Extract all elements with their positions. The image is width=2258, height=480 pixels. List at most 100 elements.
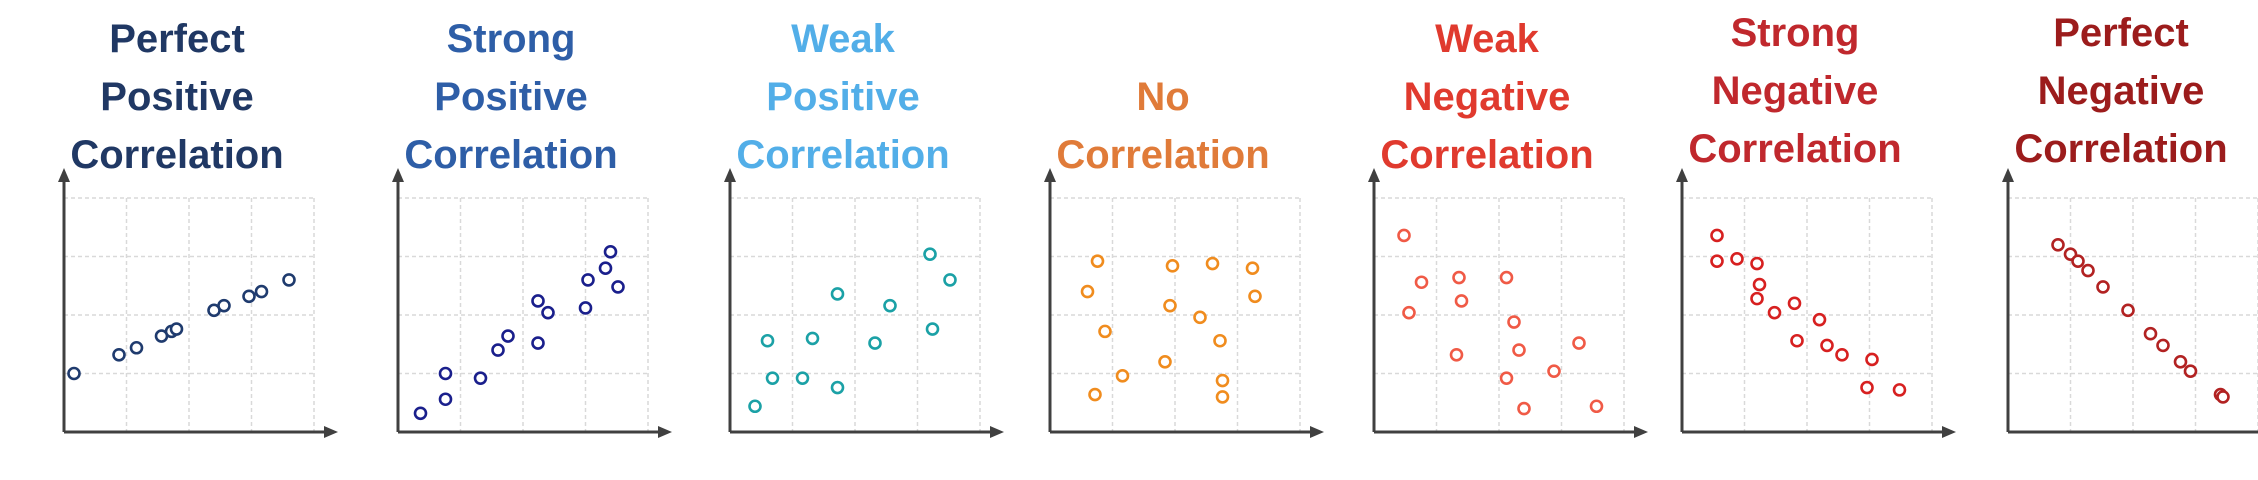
data-point xyxy=(1835,347,1849,362)
chart-panel: No Correlation xyxy=(1008,0,1324,480)
data-point xyxy=(1547,364,1561,378)
data-point xyxy=(541,305,555,320)
data-point xyxy=(1215,390,1230,404)
chart-title-line: Negative xyxy=(2037,69,2205,113)
data-point xyxy=(1215,373,1230,388)
data-point xyxy=(578,301,593,315)
scatter-plot xyxy=(58,168,338,438)
data-point xyxy=(1710,254,1724,268)
chart-title-line: Correlation xyxy=(2014,127,2228,171)
chart-title-line: Weak xyxy=(791,17,895,61)
x-axis-arrow-icon xyxy=(658,426,672,438)
data-point xyxy=(923,247,937,261)
data-point xyxy=(1088,387,1102,402)
chart-title-line: Correlation xyxy=(404,133,618,177)
data-point xyxy=(169,322,184,336)
chart-panel: Perfect Negative Correlation xyxy=(1966,0,2258,480)
data-point xyxy=(282,273,296,287)
data-point xyxy=(1865,352,1879,367)
data-point xyxy=(805,331,820,346)
chart-title: Perfect Positive Correlation xyxy=(22,10,332,184)
data-point xyxy=(2071,254,2085,268)
chart-title: Strong Positive Correlation xyxy=(356,10,666,184)
data-point xyxy=(1860,380,1874,395)
data-point xyxy=(1452,270,1466,285)
data-point xyxy=(1165,259,1180,273)
data-point xyxy=(2156,338,2170,353)
data-point xyxy=(438,366,453,381)
y-axis-arrow-icon xyxy=(1676,168,1688,182)
data-point xyxy=(830,380,845,395)
data-point xyxy=(112,347,126,362)
data-point xyxy=(1080,284,1095,299)
chart-title: Weak Positive Correlation xyxy=(688,10,998,184)
data-point xyxy=(438,392,453,407)
data-point xyxy=(1193,310,1207,325)
data-point xyxy=(1730,252,1744,266)
data-point xyxy=(603,245,618,259)
chart-panel: Perfect Positive Correlation xyxy=(22,0,338,480)
x-axis-arrow-icon xyxy=(324,426,338,438)
chart-panel: Weak Negative Correlation xyxy=(1332,0,1648,480)
y-axis-arrow-icon xyxy=(724,168,736,182)
data-point xyxy=(795,371,810,385)
data-point xyxy=(2051,238,2065,252)
chart-title-line: Correlation xyxy=(1380,133,1594,177)
data-point xyxy=(1820,338,1834,353)
data-point xyxy=(1750,256,1764,271)
chart-title-line: Positive xyxy=(434,75,588,119)
chart-title-line: Negative xyxy=(1711,69,1879,113)
chart-title: Perfect Negative Correlation xyxy=(1966,4,2258,178)
y-axis-arrow-icon xyxy=(58,168,70,182)
data-point xyxy=(473,371,488,385)
data-point xyxy=(883,298,897,313)
chart-title: Strong Negative Correlation xyxy=(1640,4,1950,178)
data-point xyxy=(1892,383,1907,397)
chart-title: Weak Negative Correlation xyxy=(1332,10,1642,184)
data-point xyxy=(2143,326,2158,341)
data-point xyxy=(2096,280,2110,294)
data-point xyxy=(1397,228,1411,243)
data-point xyxy=(1512,343,1526,357)
data-point xyxy=(1589,399,1604,414)
scatter-plot xyxy=(1676,168,1956,438)
data-point xyxy=(868,336,882,350)
data-point xyxy=(748,399,762,414)
data-point xyxy=(2183,364,2198,378)
chart-title-line: Perfect xyxy=(2053,11,2189,55)
data-point xyxy=(598,261,613,276)
chart-title-line: Negative xyxy=(1403,75,1571,119)
chart-panel: Strong Negative Correlation xyxy=(1640,0,1956,480)
data-point xyxy=(1750,291,1764,306)
data-point xyxy=(1213,333,1227,348)
chart-panel: Strong Positive Correlation xyxy=(356,0,672,480)
x-axis-arrow-icon xyxy=(1942,426,1956,438)
data-point xyxy=(1787,296,1802,311)
data-point xyxy=(531,294,545,308)
data-point xyxy=(2173,354,2188,369)
chart-title-line: Strong xyxy=(1730,11,1860,55)
chart-title-line: Correlation xyxy=(736,133,950,177)
chart-title-line: Weak xyxy=(1435,17,1539,61)
data-point xyxy=(611,280,625,294)
data-point xyxy=(1115,369,1130,383)
data-point xyxy=(242,289,256,304)
scatter-plot xyxy=(724,168,1004,438)
data-point xyxy=(581,273,595,287)
chart-title-line: Correlation xyxy=(1688,127,1902,171)
data-point xyxy=(1248,289,1262,304)
data-point xyxy=(1158,354,1172,369)
scatter-plot xyxy=(1368,168,1648,438)
chart-title-line: Strong xyxy=(446,17,576,61)
chart-title-line: Positive xyxy=(100,75,254,119)
data-point xyxy=(1163,298,1177,313)
chart-panel: Weak Positive Correlation xyxy=(688,0,1004,480)
data-point xyxy=(1710,228,1724,243)
y-axis-arrow-icon xyxy=(1044,168,1056,182)
data-point xyxy=(1098,324,1112,339)
data-point xyxy=(943,273,957,287)
data-point xyxy=(830,287,845,301)
data-point xyxy=(1499,270,1514,285)
x-axis-arrow-icon xyxy=(1634,426,1648,438)
data-point xyxy=(1499,371,1514,385)
